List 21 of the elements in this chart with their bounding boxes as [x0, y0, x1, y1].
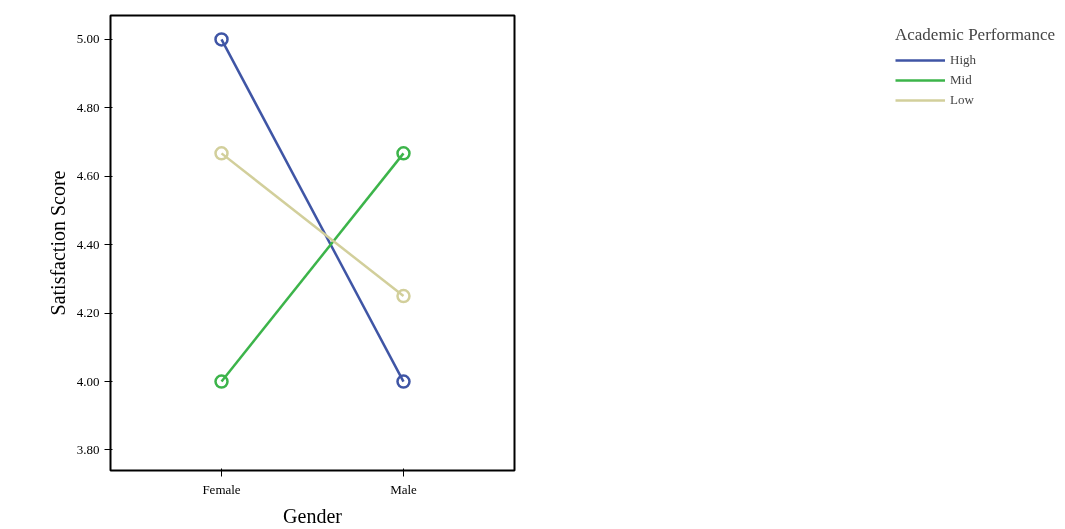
- point: [214, 374, 229, 389]
- point: [396, 374, 411, 389]
- y-tick-label: 4.60: [76, 168, 100, 184]
- point: [396, 288, 411, 304]
- legend-label: Low: [950, 92, 974, 108]
- y-tick-label: 3.80: [76, 441, 100, 457]
- y-tick-label: 4.20: [76, 305, 100, 321]
- point: [214, 32, 229, 47]
- x-axis-title: Gender: [283, 504, 343, 527]
- legend-label: Mid: [950, 72, 972, 88]
- y-tick-label: 4.40: [76, 236, 100, 252]
- point: [214, 146, 229, 161]
- y-tick-label: 4.00: [76, 373, 100, 389]
- y-tick-label: 5.00: [76, 31, 100, 47]
- legend-title: Academic Performance: [895, 25, 1055, 45]
- x-tick-label: Female: [202, 481, 241, 497]
- x-tick-label: Male: [390, 481, 418, 497]
- y-axis-title: Satisfaction Score: [46, 170, 69, 316]
- y-tick-label: 4.80: [76, 99, 100, 115]
- legend-label: High: [950, 52, 976, 68]
- point: [396, 146, 411, 161]
